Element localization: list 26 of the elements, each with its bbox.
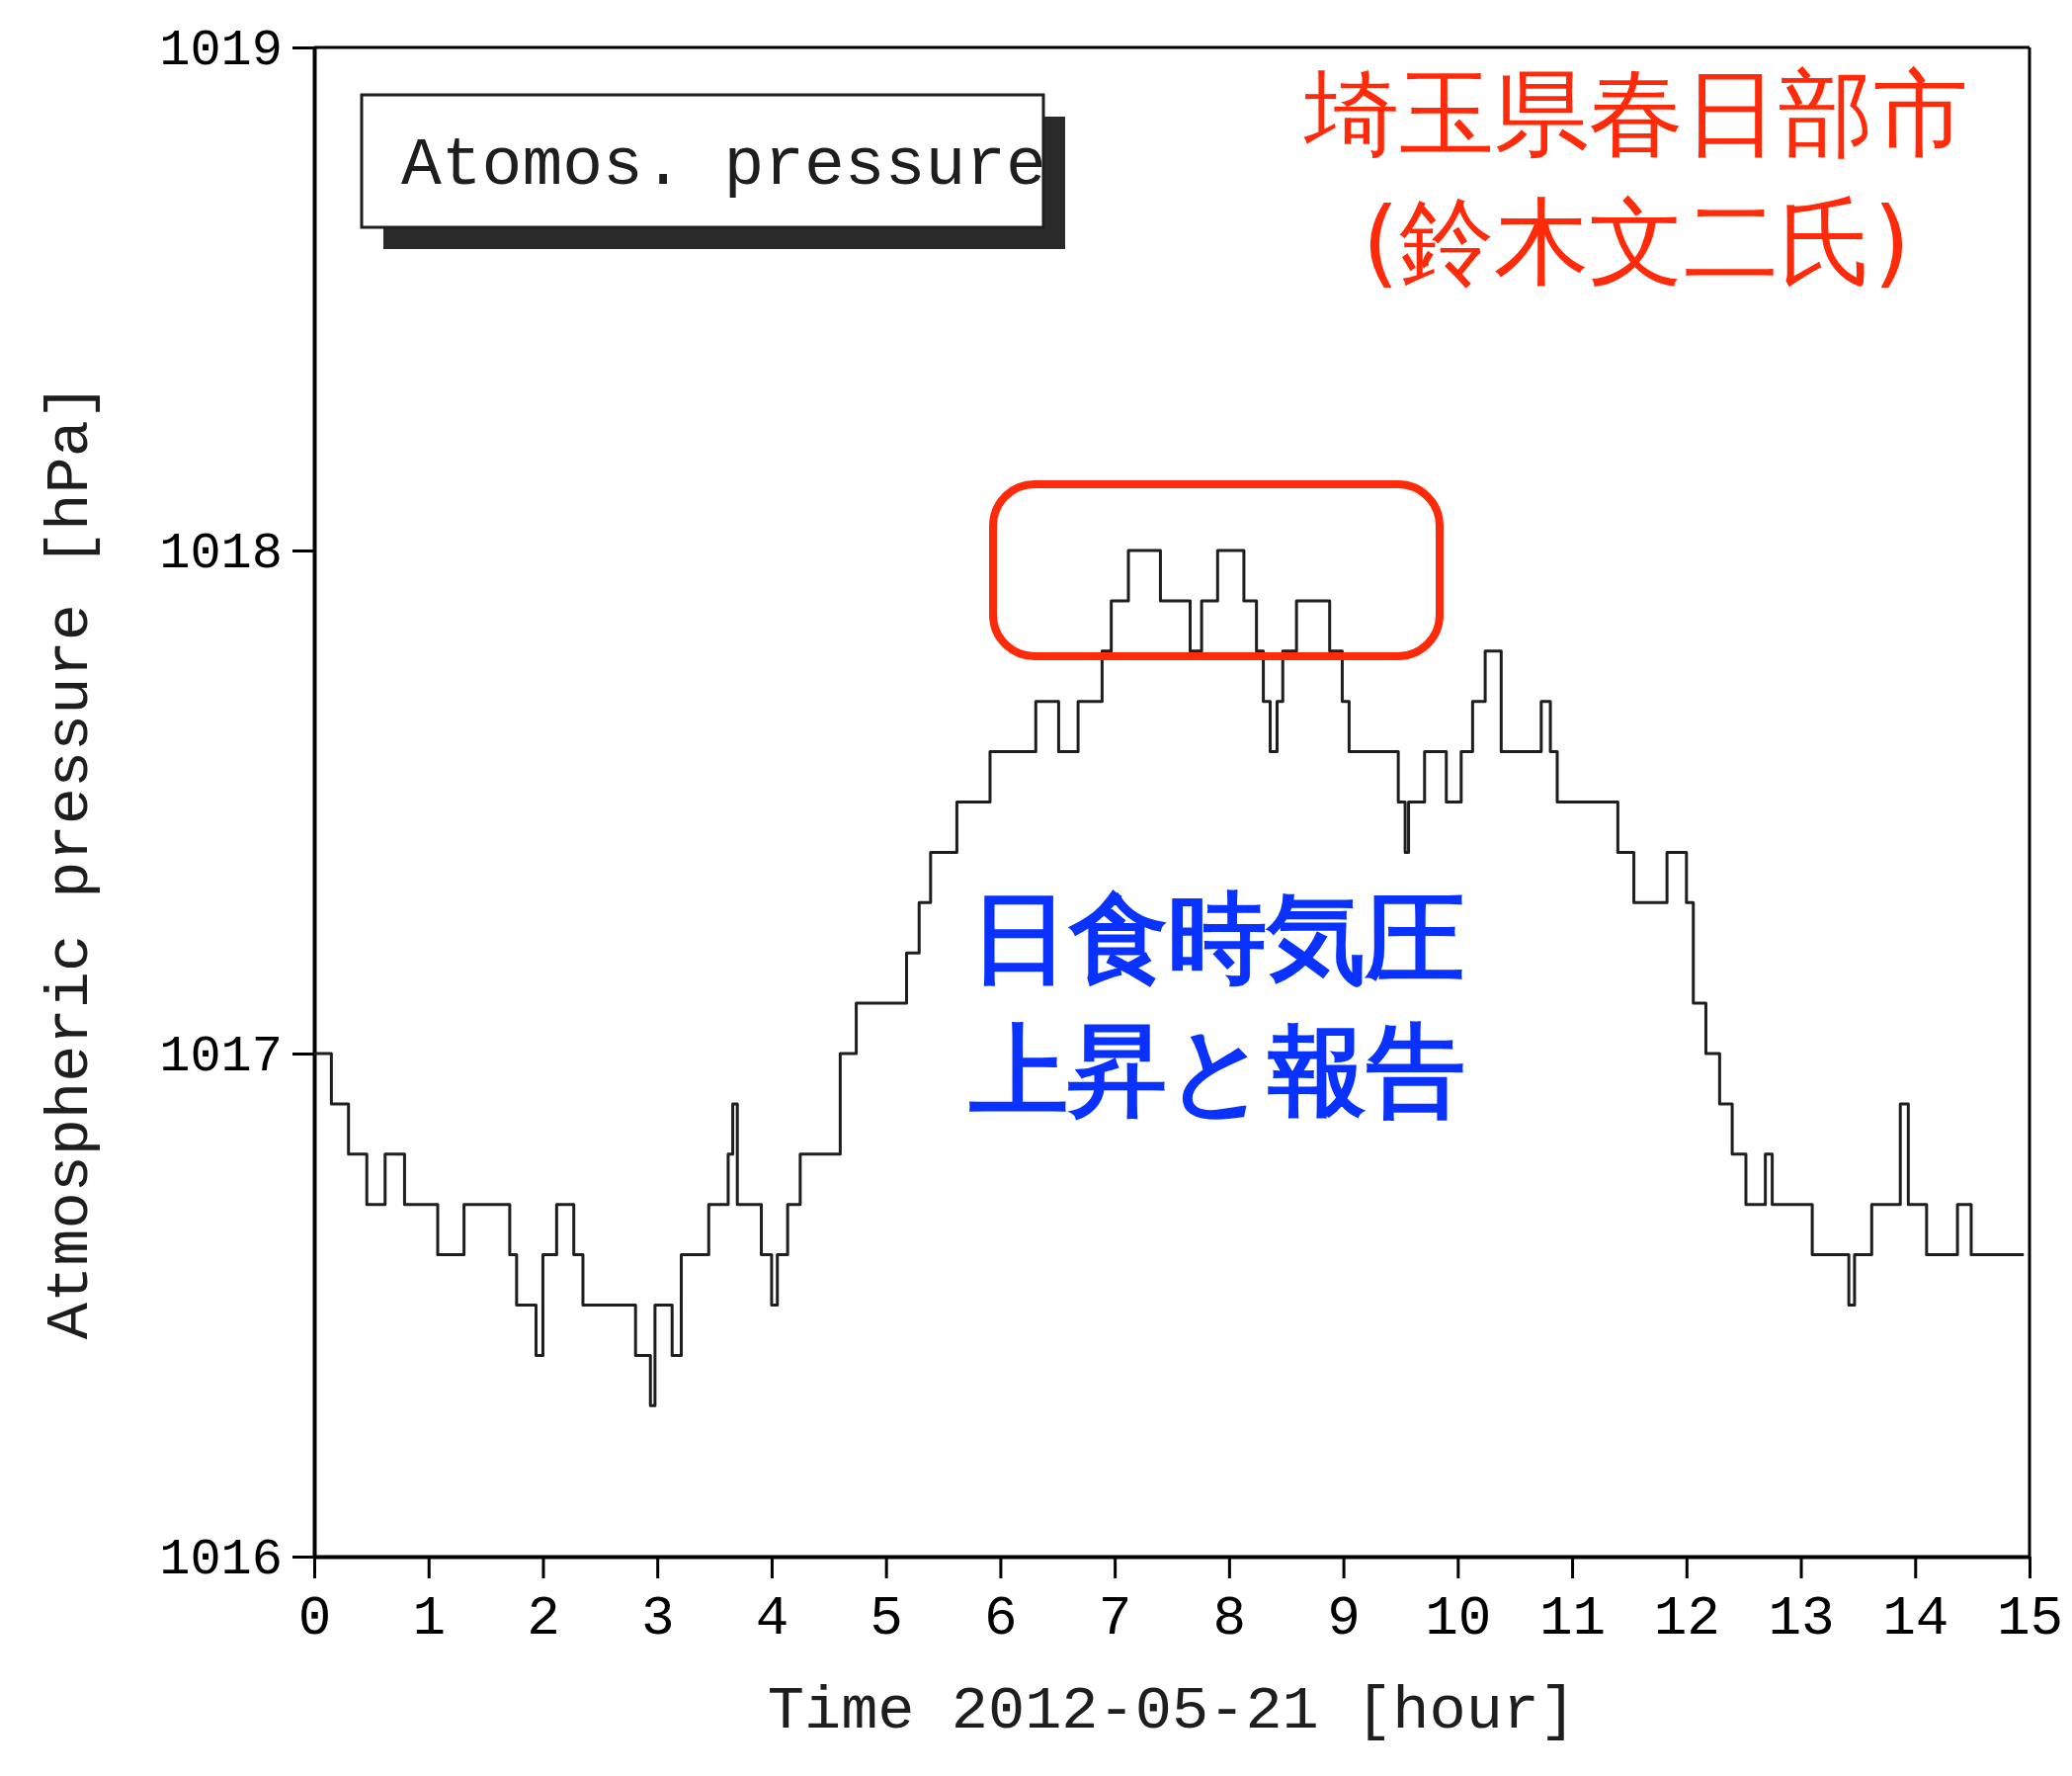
x-tick-label: 4 bbox=[755, 1586, 789, 1650]
annotation: (鈴木文二氏) bbox=[1362, 187, 1911, 297]
x-tick-label: 2 bbox=[527, 1586, 560, 1650]
annotation: 日食時気圧上昇と報告 bbox=[969, 881, 1465, 1129]
text: Atomos. pressure bbox=[401, 127, 1046, 204]
x-tick-label: 7 bbox=[1098, 1586, 1132, 1650]
x-tick-label: 1 bbox=[412, 1586, 447, 1650]
x-tick-label: 14 bbox=[1882, 1586, 1949, 1650]
x-tick-label: 15 bbox=[1996, 1586, 2064, 1650]
y-axis-title: Atmospheric pressure [hPa] bbox=[36, 382, 106, 1340]
annotation: 埼玉県春日部市 bbox=[1303, 58, 1968, 169]
y-tick-label: 1019 bbox=[159, 22, 283, 81]
x-tick-label: 8 bbox=[1212, 1586, 1247, 1650]
x-tick-label: 6 bbox=[984, 1586, 1018, 1650]
y-tick-label: 1018 bbox=[159, 525, 283, 584]
x-tick-label: 13 bbox=[1768, 1586, 1835, 1650]
x-axis-title: Time 2012-05-21 [hour] bbox=[767, 1676, 1577, 1746]
x-tick-label: 11 bbox=[1538, 1586, 1607, 1650]
x-tick-label: 12 bbox=[1653, 1586, 1720, 1650]
x-tick-label: 3 bbox=[640, 1586, 675, 1650]
y-tick-label: 1016 bbox=[159, 1531, 283, 1590]
y-tick-label: 1017 bbox=[159, 1028, 283, 1087]
x-tick-label: 10 bbox=[1425, 1586, 1492, 1650]
x-tick-label: 0 bbox=[297, 1586, 332, 1650]
x-tick-label: 5 bbox=[870, 1586, 903, 1650]
x-tick-label: 9 bbox=[1327, 1586, 1361, 1650]
